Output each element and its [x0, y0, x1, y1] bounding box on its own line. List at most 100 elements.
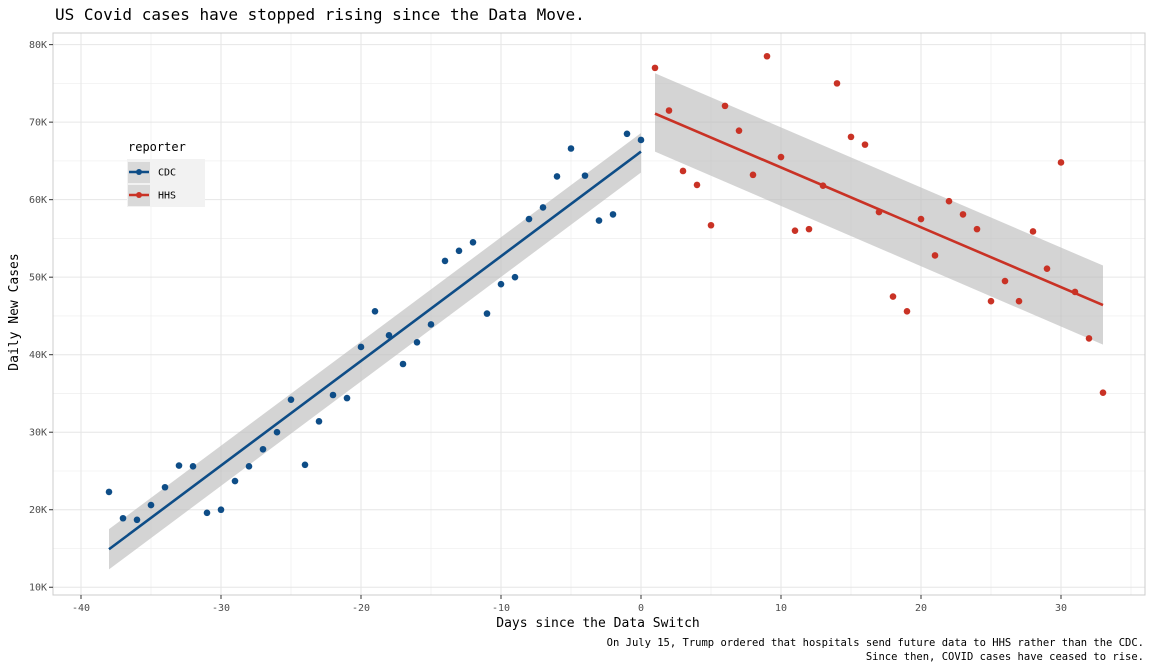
data-point-cdc — [637, 136, 645, 144]
data-points — [105, 52, 1107, 524]
x-tick-label: -30 — [212, 603, 230, 614]
data-point-cdc — [553, 173, 561, 180]
x-tick-label: 10 — [775, 603, 787, 614]
y-axis-title: Daily New Cases — [7, 253, 22, 370]
data-point-cdc — [455, 247, 463, 255]
caption-line-2: Since then, COVID cases have ceased to r… — [865, 651, 1144, 663]
data-point-cdc — [343, 394, 351, 402]
data-point-cdc — [511, 273, 519, 281]
data-point-hhs — [819, 182, 827, 190]
data-point-hhs — [763, 52, 771, 60]
data-point-cdc — [133, 516, 141, 524]
data-point-cdc — [189, 463, 197, 470]
data-point-hhs — [791, 227, 799, 234]
x-tick-label: 30 — [1055, 603, 1067, 614]
data-point-hhs — [693, 181, 701, 189]
legend-key-point — [136, 169, 142, 175]
y-tick-label: 80K — [29, 40, 47, 51]
x-tick-label: 0 — [638, 603, 644, 614]
data-point-hhs — [945, 197, 953, 205]
data-point-hhs — [987, 297, 995, 305]
data-point-cdc — [287, 396, 295, 403]
data-point-cdc — [203, 509, 211, 517]
data-point-hhs — [1099, 389, 1107, 396]
legend-key-point — [136, 192, 142, 198]
y-tick-label: 50K — [29, 273, 47, 284]
data-point-hhs — [847, 133, 855, 141]
x-tick-label: 20 — [915, 603, 927, 614]
data-point-hhs — [959, 211, 967, 218]
data-point-cdc — [301, 461, 309, 469]
data-point-hhs — [861, 141, 869, 148]
data-point-hhs — [1071, 288, 1079, 296]
fit-line-cdc — [108, 150, 642, 551]
data-point-cdc — [119, 514, 127, 522]
y-tick-label: 70K — [29, 118, 47, 129]
y-tick-label: 40K — [29, 350, 47, 361]
y-tick-label: 30K — [29, 428, 47, 439]
x-tick-label: -20 — [352, 603, 370, 614]
data-point-hhs — [1043, 265, 1051, 272]
y-tick-label: 10K — [29, 583, 47, 594]
data-point-hhs — [707, 221, 715, 229]
data-point-hhs — [735, 127, 743, 134]
data-point-hhs — [1057, 159, 1065, 166]
data-point-cdc — [385, 332, 393, 339]
data-point-hhs — [721, 102, 729, 110]
data-point-cdc — [539, 204, 547, 211]
data-point-cdc — [315, 418, 323, 425]
data-point-cdc — [581, 172, 589, 179]
data-point-hhs — [651, 64, 659, 72]
data-point-cdc — [175, 462, 183, 469]
data-point-cdc — [231, 477, 239, 485]
data-point-hhs — [749, 171, 757, 179]
data-point-cdc — [497, 280, 505, 288]
chart-caption: On July 15, Trump ordered that hospitals… — [607, 636, 1144, 664]
data-point-hhs — [1015, 297, 1023, 305]
confidence-ribbons — [109, 73, 1103, 570]
data-point-cdc — [441, 257, 449, 265]
data-point-cdc — [399, 360, 407, 368]
data-point-hhs — [679, 167, 687, 175]
x-axis-title: Days since the Data Switch — [496, 616, 700, 631]
legend-title: reporter — [128, 140, 186, 154]
data-point-hhs — [805, 225, 813, 233]
data-point-hhs — [833, 80, 841, 87]
x-tick-label: -10 — [492, 603, 510, 614]
legend-label-cdc: CDC — [158, 168, 176, 179]
data-point-cdc — [329, 391, 337, 399]
panel-border — [52, 32, 1146, 596]
legend: reporter CDC HHS — [127, 140, 205, 207]
data-point-cdc — [357, 343, 365, 351]
data-point-hhs — [973, 225, 981, 233]
data-point-cdc — [105, 488, 113, 496]
data-point-hhs — [931, 252, 939, 259]
fit-lines — [108, 112, 1104, 551]
chart-title: US Covid cases have stopped rising since… — [55, 5, 585, 24]
y-axis-ticks: 10K 20K 30K 40K 50K 60K 70K 80K — [29, 40, 53, 594]
caption-line-1: On July 15, Trump ordered that hospitals… — [606, 637, 1144, 649]
legend-label-hhs: HHS — [158, 191, 176, 202]
data-point-cdc — [483, 310, 491, 317]
data-point-hhs — [889, 293, 897, 300]
data-point-cdc — [245, 463, 253, 470]
data-point-hhs — [665, 107, 673, 114]
x-axis-ticks: -40 -30 -20 -10 0 10 20 30 — [72, 595, 1067, 614]
major-gridlines — [53, 33, 1145, 595]
data-point-cdc — [567, 145, 575, 152]
data-point-cdc — [427, 321, 435, 328]
data-point-cdc — [217, 506, 225, 514]
data-point-hhs — [903, 307, 911, 315]
data-point-hhs — [1029, 228, 1037, 235]
y-tick-label: 60K — [29, 195, 47, 206]
data-point-hhs — [1085, 335, 1093, 342]
data-point-hhs — [1001, 277, 1009, 285]
data-point-hhs — [777, 153, 785, 161]
data-point-cdc — [469, 238, 477, 246]
data-point-cdc — [147, 501, 155, 509]
y-tick-label: 20K — [29, 505, 47, 516]
data-point-cdc — [259, 445, 267, 453]
data-point-cdc — [273, 428, 281, 436]
data-point-hhs — [917, 215, 925, 223]
